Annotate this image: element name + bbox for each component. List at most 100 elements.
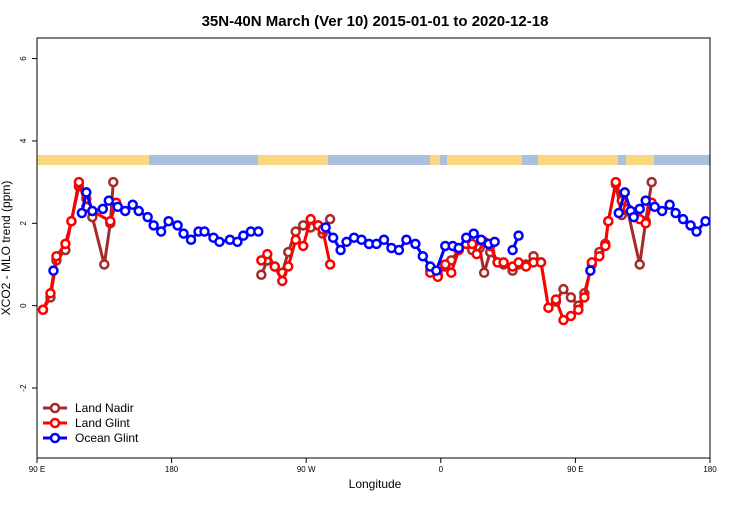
- data-point: [565, 310, 577, 322]
- data-point: [60, 238, 71, 250]
- data-point: [498, 257, 509, 268]
- land-band: [626, 155, 654, 165]
- data-point: [550, 294, 562, 305]
- data-point: [45, 288, 56, 299]
- data-point: [585, 265, 596, 276]
- x-tick-label: 180: [703, 465, 717, 474]
- data-point: [628, 211, 639, 223]
- legend-label: Land Glint: [75, 416, 130, 430]
- data-point: [460, 232, 472, 243]
- x-tick-label: 90 W: [297, 465, 316, 474]
- data-point: [471, 248, 482, 260]
- data-point: [600, 240, 611, 252]
- data-point: [256, 255, 267, 266]
- data-point: [685, 220, 696, 231]
- data-point: [410, 238, 421, 250]
- data-point: [475, 234, 487, 246]
- data-point: [573, 304, 584, 316]
- data-point: [87, 205, 98, 217]
- data-point: [594, 250, 605, 262]
- data-point: [634, 259, 645, 270]
- data-point: [507, 244, 518, 256]
- data-point: [148, 220, 159, 231]
- data-point: [677, 213, 689, 225]
- x-axis-label: Longitude: [349, 477, 402, 491]
- data-point: [199, 226, 210, 237]
- data-point: [649, 201, 660, 213]
- data-point: [103, 195, 115, 206]
- data-point: [163, 215, 174, 227]
- data-point: [305, 213, 316, 225]
- data-point: [283, 261, 294, 272]
- data-point: [253, 226, 264, 237]
- data-point: [565, 292, 577, 303]
- legend-marker: [49, 402, 61, 414]
- data-point: [232, 236, 243, 248]
- data-point: [256, 269, 267, 281]
- land-band: [430, 155, 440, 165]
- data-point: [37, 304, 49, 316]
- data-point: [127, 199, 138, 211]
- y-tick-label: -2: [19, 384, 28, 392]
- data-point: [558, 283, 569, 295]
- data-point: [613, 207, 625, 219]
- data-point: [277, 275, 288, 287]
- data-point: [513, 257, 524, 268]
- data-point: [178, 228, 189, 239]
- data-point: [446, 267, 457, 278]
- data-point: [108, 176, 119, 188]
- data-point: [73, 176, 85, 188]
- y-axis-label: XCO2 - MLO trend (ppm): [0, 181, 13, 316]
- data-point: [634, 203, 645, 215]
- data-point: [290, 226, 301, 237]
- data-point: [105, 215, 116, 227]
- data-point: [401, 234, 412, 246]
- data-point: [670, 207, 681, 219]
- data-point: [468, 228, 479, 239]
- x-tick-label: 90 E: [567, 465, 583, 474]
- plot-frame: [36, 37, 711, 459]
- data-point: [99, 259, 110, 270]
- series: [48, 186, 711, 276]
- data-point: [558, 314, 569, 326]
- data-point: [431, 265, 442, 276]
- data-point: [290, 234, 301, 246]
- data-point: [378, 234, 390, 246]
- data-point: [48, 265, 59, 276]
- data-point: [513, 230, 524, 241]
- data-point: [543, 302, 554, 313]
- land-band: [37, 155, 149, 165]
- data-point: [133, 205, 144, 217]
- legend-label: Ocean Glint: [75, 431, 139, 445]
- data-point: [664, 199, 675, 211]
- data-point: [155, 226, 167, 237]
- data-point: [356, 234, 367, 246]
- data-point: [297, 240, 309, 252]
- data-point: [371, 238, 382, 250]
- chart-title: 35N-40N March (Ver 10) 2015-01-01 to 202…: [202, 13, 549, 30]
- data-point: [238, 230, 249, 241]
- data-point: [320, 222, 331, 233]
- legend-marker: [49, 432, 61, 444]
- data-point: [51, 250, 62, 262]
- data-point: [656, 205, 668, 217]
- data-point: [97, 203, 109, 215]
- data-point: [269, 261, 281, 272]
- data-point: [610, 176, 622, 188]
- data-point: [640, 218, 651, 229]
- data-point: [535, 257, 547, 268]
- ocean-band: [37, 155, 710, 165]
- data-point: [453, 242, 464, 254]
- data-point: [66, 215, 77, 227]
- data-point: [262, 248, 273, 260]
- data-point: [691, 226, 702, 237]
- legend-marker: [49, 417, 61, 429]
- y-tick-label: 0: [19, 303, 28, 308]
- data-point: [335, 244, 346, 256]
- data-point: [466, 238, 478, 250]
- land-band: [258, 155, 328, 165]
- data-point: [324, 259, 336, 270]
- y-tick-label: 4: [19, 138, 28, 143]
